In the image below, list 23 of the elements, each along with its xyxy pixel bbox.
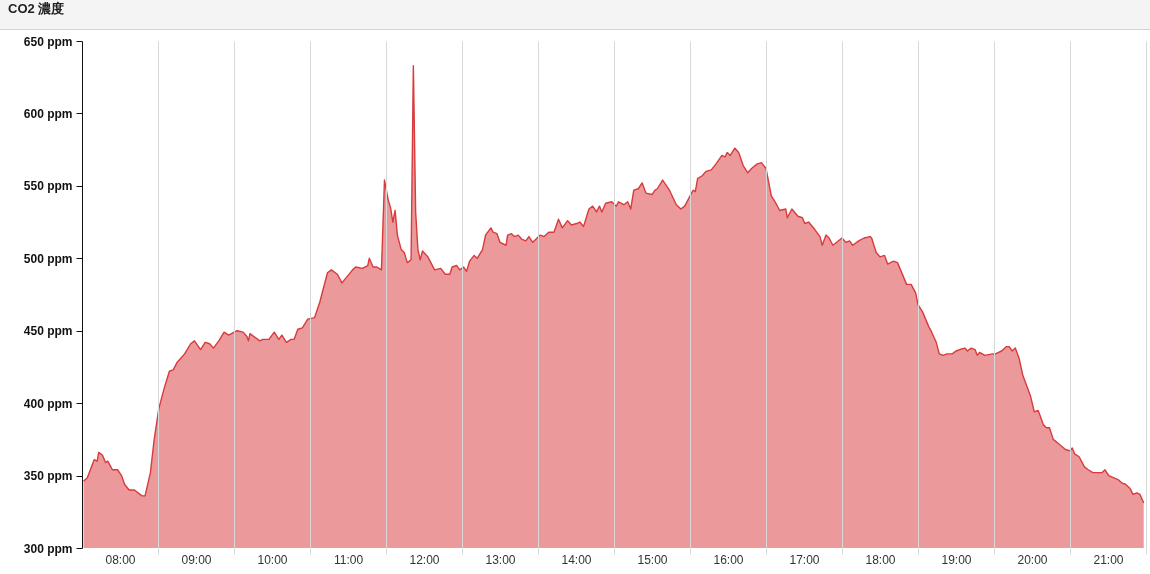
y-tick-label: 350 ppm <box>23 469 73 484</box>
x-tick-label: 09:00 <box>181 552 212 567</box>
x-tick-label: 10:00 <box>257 552 288 567</box>
y-tick-label: 550 ppm <box>23 179 73 194</box>
x-tick-label: 17:00 <box>789 552 820 567</box>
x-tick-label: 13:00 <box>485 552 516 567</box>
x-tick-label: 11:00 <box>333 552 364 567</box>
chart-title: CO2 濃度 <box>8 1 65 16</box>
x-tick-label: 16:00 <box>713 552 744 567</box>
y-tick-label: 650 ppm <box>23 34 73 49</box>
y-tick-label: 450 ppm <box>23 324 73 339</box>
x-tick-label: 18:00 <box>865 552 896 567</box>
x-tick-label: 21:00 <box>1093 552 1124 567</box>
y-tick-label: 300 ppm <box>23 541 73 556</box>
x-tick-label: 19:00 <box>941 552 972 567</box>
x-tick-label: 14:00 <box>561 552 592 567</box>
x-tick-label: 20:00 <box>1017 552 1048 567</box>
x-tick-label: 15:00 <box>637 552 668 567</box>
x-tick-label: 12:00 <box>409 552 440 567</box>
y-tick-label: 500 ppm <box>23 251 73 266</box>
y-tick-label: 400 ppm <box>23 396 73 411</box>
x-tick-label: 08:00 <box>105 552 136 567</box>
y-tick-label: 600 ppm <box>23 106 73 121</box>
